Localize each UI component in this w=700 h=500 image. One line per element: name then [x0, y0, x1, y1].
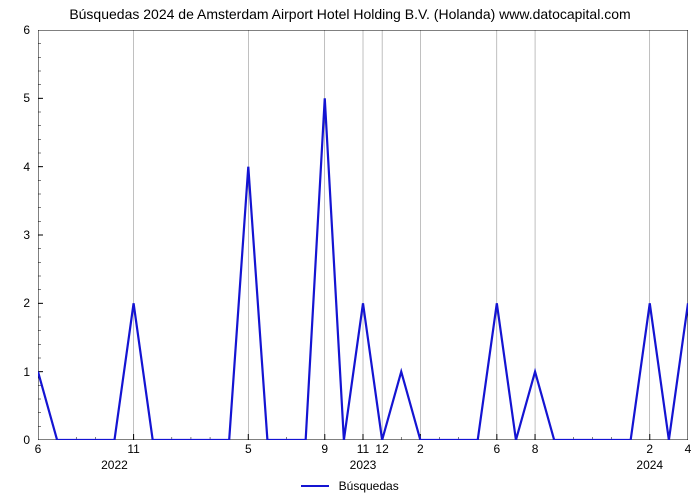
chart-title: Búsquedas 2024 de Amsterdam Airport Hote…: [0, 0, 700, 28]
y-tick-label: 3: [0, 228, 30, 242]
y-tick-label: 2: [0, 296, 30, 310]
x-tick-label: 2: [417, 442, 424, 456]
x-year-label: 2023: [350, 458, 377, 472]
x-tick-label: 9: [321, 442, 328, 456]
y-tick-label: 5: [0, 91, 30, 105]
y-tick-label: 0: [0, 433, 30, 447]
chart-svg: [38, 30, 688, 440]
x-tick-label: 8: [532, 442, 539, 456]
plot-area: [38, 30, 688, 440]
x-tick-label: 11: [127, 442, 139, 456]
x-tick-label: 5: [245, 442, 252, 456]
y-tick-label: 4: [0, 160, 30, 174]
x-tick-label: 12: [375, 442, 388, 456]
x-year-label: 2024: [636, 458, 663, 472]
legend: Búsquedas: [0, 478, 700, 493]
y-tick-label: 6: [0, 23, 30, 37]
y-tick-label: 1: [0, 365, 30, 379]
legend-label: Búsquedas: [339, 479, 399, 493]
x-tick-label: 4: [685, 442, 692, 456]
x-tick-label: 6: [493, 442, 500, 456]
chart-container: Búsquedas 2024 de Amsterdam Airport Hote…: [0, 0, 700, 500]
x-tick-label: 6: [35, 442, 42, 456]
x-tick-label: 2: [646, 442, 653, 456]
x-tick-label: 11: [357, 442, 369, 456]
legend-line-swatch: [301, 485, 329, 487]
x-year-label: 2022: [101, 458, 128, 472]
